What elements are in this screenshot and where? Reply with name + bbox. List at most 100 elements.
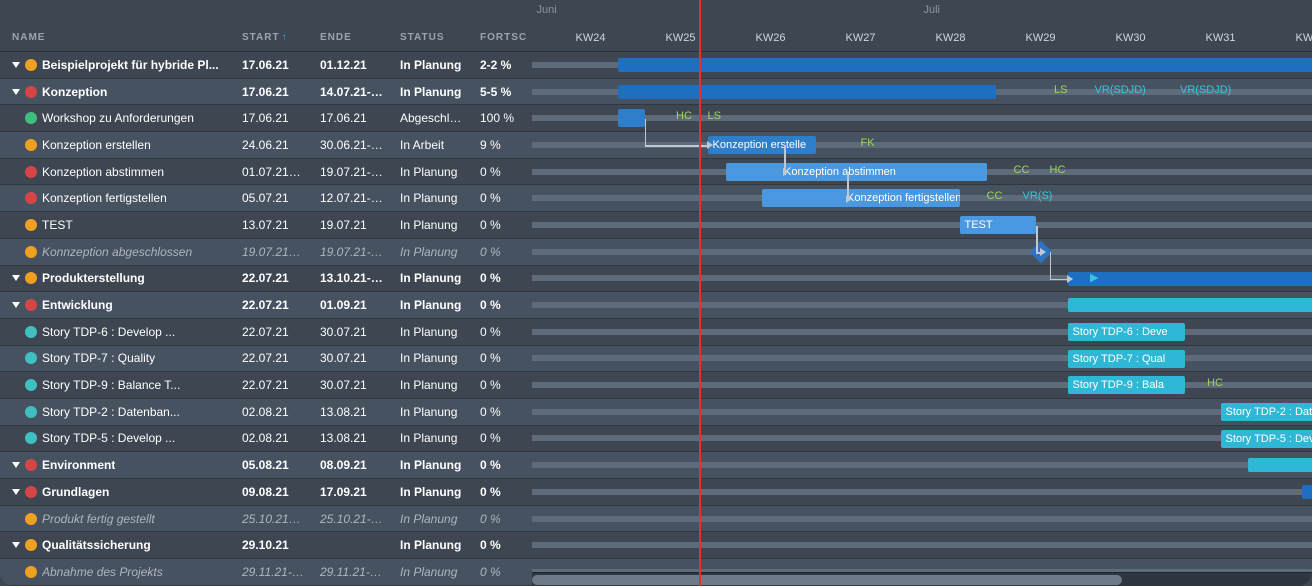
- gantt-row: Konzeption fertigstellenCCVR(S): [532, 185, 1312, 212]
- task-bar[interactable]: Konzeption erstelle: [708, 136, 816, 154]
- task-row[interactable]: Beispielprojekt für hybride Pl...17.06.2…: [0, 52, 532, 79]
- week-label: KW31: [1206, 32, 1236, 44]
- task-row[interactable]: Entwicklung22.07.2101.09.21In Planung0 %: [0, 292, 532, 319]
- app-root: NAME START↑ ENDE STATUS FORTSC Beispielp…: [0, 0, 1312, 586]
- task-row[interactable]: Story TDP-2 : Datenban...02.08.2113.08.2…: [0, 399, 532, 426]
- resource-tag: CC: [1014, 164, 1030, 176]
- cell-prog: 0 %: [472, 325, 532, 339]
- horizontal-scrollbar[interactable]: [532, 572, 1312, 586]
- task-bar[interactable]: Story TDP-7 : Qual: [1068, 350, 1185, 368]
- task-row[interactable]: Grundlagen09.08.2117.09.21In Planung0 %: [0, 479, 532, 506]
- week-label: KW26: [756, 32, 786, 44]
- task-row[interactable]: Abnahme des Projekts29.11.21-0...29.11.2…: [0, 559, 532, 586]
- status-dot-icon: [25, 539, 37, 551]
- cell-start: 25.10.21-2...: [234, 512, 312, 526]
- cell-status: In Planung: [392, 538, 472, 552]
- task-name: TEST: [42, 218, 73, 232]
- cell-prog: 0 %: [472, 218, 532, 232]
- task-grid-pane: NAME START↑ ENDE STATUS FORTSC Beispielp…: [0, 0, 532, 586]
- week-label: KW27: [846, 32, 876, 44]
- resource-tag: ▶: [1090, 271, 1098, 284]
- task-name: Environment: [42, 458, 115, 472]
- task-row[interactable]: Environment05.08.2108.09.21In Planung0 %: [0, 452, 532, 479]
- expand-toggle-icon[interactable]: [12, 489, 20, 495]
- gantt-pane[interactable]: JuniJuliAugustKW24KW25KW26KW27KW28KW29KW…: [532, 0, 1312, 586]
- scrollbar-thumb[interactable]: [532, 575, 1122, 585]
- task-name: Qualitätssicherung: [42, 538, 151, 552]
- col-header-end[interactable]: ENDE: [312, 32, 392, 43]
- gantt-row: [532, 52, 1312, 79]
- task-row[interactable]: TEST13.07.2119.07.21In Planung0 %: [0, 212, 532, 239]
- gantt-row: Story TDP-7 : Qual: [532, 346, 1312, 373]
- summary-bar[interactable]: [618, 58, 1312, 72]
- task-name: Story TDP-7 : Quality: [42, 351, 155, 365]
- summary-bar[interactable]: [1248, 458, 1312, 472]
- summary-bar[interactable]: [1068, 298, 1312, 312]
- gantt-track: [532, 329, 1312, 335]
- cell-end: 30.07.21: [312, 325, 392, 339]
- cell-status: In Planung: [392, 405, 472, 419]
- col-header-status[interactable]: STATUS: [392, 32, 472, 43]
- task-row[interactable]: Konnzeption abgeschlossen19.07.21-2...19…: [0, 239, 532, 266]
- cell-end: 25.10.21-2...: [312, 512, 392, 526]
- task-bar[interactable]: Story TDP-9 : Bala: [1068, 376, 1185, 394]
- resource-tag: VR(SDJD): [1095, 84, 1146, 96]
- task-bar[interactable]: [618, 109, 645, 127]
- task-row[interactable]: Story TDP-6 : Develop ...22.07.2130.07.2…: [0, 319, 532, 346]
- task-row[interactable]: Story TDP-7 : Quality22.07.2130.07.21In …: [0, 346, 532, 373]
- gantt-track: [532, 249, 1312, 255]
- cell-start: 22.07.21: [234, 378, 312, 392]
- month-label: Juli: [924, 4, 941, 16]
- task-row[interactable]: Qualitätssicherung29.10.21In Planung0 %: [0, 532, 532, 559]
- task-row[interactable]: Story TDP-9 : Balance T...22.07.2130.07.…: [0, 372, 532, 399]
- dependency-arrow-icon: [846, 195, 852, 203]
- expand-toggle-icon[interactable]: [12, 62, 20, 68]
- cell-prog: 0 %: [472, 298, 532, 312]
- col-header-name[interactable]: NAME: [0, 32, 234, 43]
- expand-toggle-icon[interactable]: [12, 89, 20, 95]
- task-row[interactable]: Produkt fertig gestellt 25.10.21-2...25.1…: [0, 506, 532, 533]
- task-row[interactable]: Konzeption abstimmen01.07.21-0...19.07.2…: [0, 159, 532, 186]
- cell-status: In Planung: [392, 191, 472, 205]
- expand-toggle-icon[interactable]: [12, 542, 20, 548]
- task-bar[interactable]: TEST: [960, 216, 1037, 234]
- cell-status: In Planung: [392, 485, 472, 499]
- col-header-progress[interactable]: FORTSC: [472, 32, 532, 43]
- summary-bar[interactable]: [618, 85, 996, 99]
- cell-prog: 0 %: [472, 458, 532, 472]
- task-row[interactable]: Konzeption erstellen24.06.2130.06.21-0..…: [0, 132, 532, 159]
- task-name: Story TDP-5 : Develop ...: [42, 431, 175, 445]
- task-row[interactable]: Story TDP-5 : Develop ...02.08.2113.08.2…: [0, 426, 532, 453]
- cell-status: In Planung: [392, 431, 472, 445]
- cell-start: 22.07.21: [234, 271, 312, 285]
- cell-prog: 0 %: [472, 191, 532, 205]
- expand-toggle-icon[interactable]: [12, 462, 20, 468]
- task-row[interactable]: Workshop zu Anforderungen17.06.2117.06.2…: [0, 105, 532, 132]
- cell-end: 19.07.21: [312, 218, 392, 232]
- task-bar[interactable]: Story TDP-2 : Datenbankk: [1221, 403, 1312, 421]
- summary-bar[interactable]: [1302, 485, 1312, 499]
- gantt-track: [532, 516, 1312, 522]
- task-bar[interactable]: Konzeption abstimmen: [726, 163, 987, 181]
- task-bar[interactable]: Story TDP-5 : Develop Ba: [1221, 430, 1312, 448]
- status-dot-icon: [25, 486, 37, 498]
- resource-tag: VR(S): [1023, 190, 1053, 202]
- gantt-track: [532, 115, 1312, 121]
- cell-status: In Planung: [392, 298, 472, 312]
- task-row[interactable]: Konzeption fertigstellen05.07.2112.07.21…: [0, 185, 532, 212]
- task-bar[interactable]: Story TDP-6 : Deve: [1068, 323, 1185, 341]
- col-header-start[interactable]: START↑: [234, 32, 312, 43]
- cell-status: In Planung: [392, 565, 472, 579]
- week-label: KW28: [936, 32, 966, 44]
- resource-tag: FK: [861, 137, 875, 149]
- expand-toggle-icon[interactable]: [12, 275, 20, 281]
- summary-bar[interactable]: [1068, 272, 1312, 286]
- task-row[interactable]: Produkterstellung22.07.2113.10.21-1...In…: [0, 266, 532, 293]
- task-row[interactable]: Konzeption17.06.2114.07.21-2...In Planun…: [0, 79, 532, 106]
- expand-toggle-icon[interactable]: [12, 302, 20, 308]
- gantt-row: Konzeption abstimmenCCHC: [532, 159, 1312, 186]
- task-bar[interactable]: Konzeption fertigstellen: [762, 189, 960, 207]
- task-name: Produkt fertig gestellt: [42, 512, 155, 526]
- cell-end: 30.06.21-0...: [312, 138, 392, 152]
- gantt-row: HCLS: [532, 105, 1312, 132]
